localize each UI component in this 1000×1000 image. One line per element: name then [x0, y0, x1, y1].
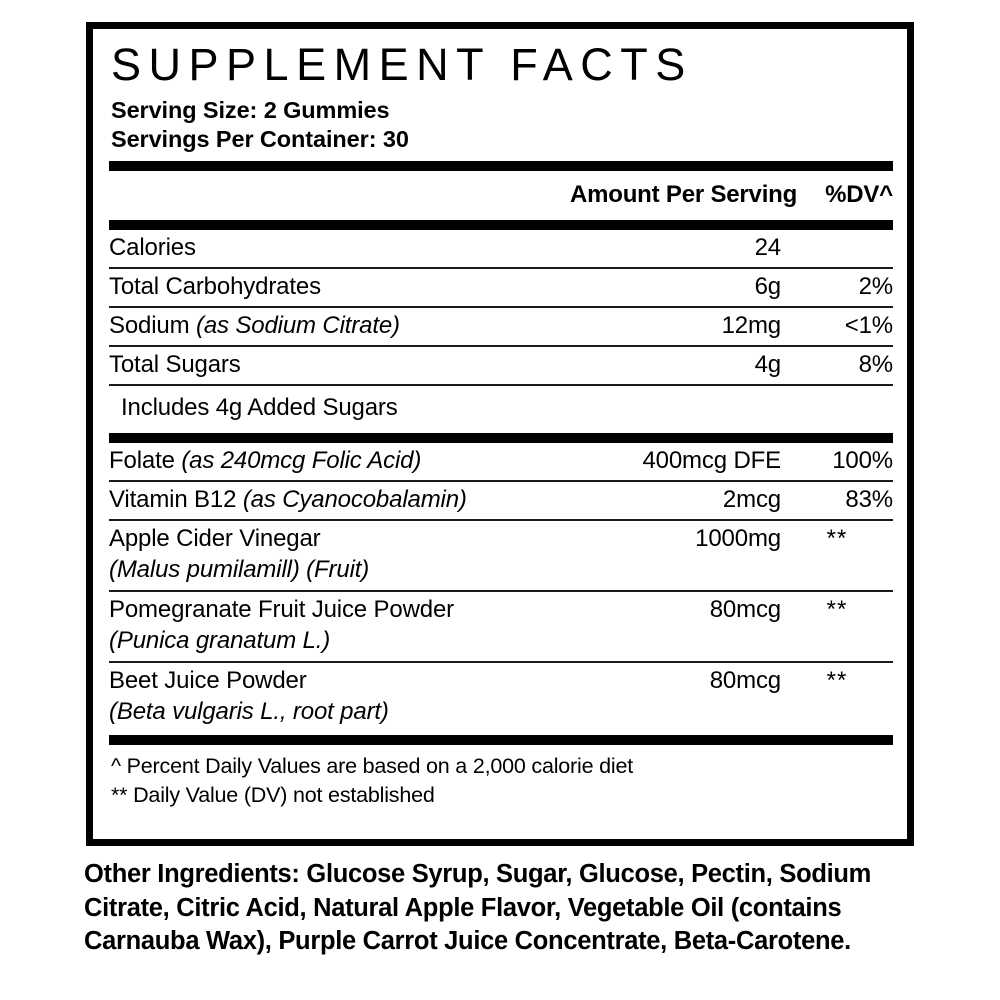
- divider-thin: [109, 345, 893, 348]
- ingredient-botanical-name: (Beta vulgaris L., root part): [109, 698, 389, 726]
- table-row-pomegranate-fruit-juice-powder: Pomegranate Fruit Juice Powder 80mcg **: [109, 592, 893, 629]
- ingredient-dv: 83%: [845, 486, 893, 514]
- ingredient-name: Pomegranate Fruit Juice Powder: [109, 596, 455, 624]
- divider-thick-vitamins: [109, 433, 893, 444]
- table-row-total-sugars: Total Sugars 4g 8%: [109, 347, 893, 384]
- ingredient-name-source: (as 240mcg Folic Acid): [181, 447, 422, 475]
- ingredient-dv: 100%: [832, 447, 893, 475]
- ingredient-dv: **: [826, 596, 848, 624]
- table-row-calories: Calories 24: [109, 230, 893, 267]
- nutrient-amount: 24: [754, 234, 782, 262]
- nutrient-amount: 6g: [754, 273, 782, 301]
- table-row-beet-botanical: (Beta vulgaris L., root part): [109, 700, 893, 732]
- other-ingredients-text: Glucose Syrup, Sugar, Glucose, Pectin, S…: [84, 860, 872, 956]
- page-title: SUPPLEMENT FACTS: [111, 39, 693, 90]
- table-row-sodium: Sodium (as Sodium Citrate) 12mg <1%: [109, 308, 893, 345]
- table-row-folate: Folate (as 240mcg Folic Acid) 400mcg DFE…: [109, 443, 893, 480]
- column-headers-row: Amount Per Serving %DV^: [109, 171, 893, 220]
- nutrient-name: Calories: [109, 234, 196, 262]
- table-row-apple-cider-vinegar: Apple Cider Vinegar 1000mg **: [109, 521, 893, 558]
- ingredient-amount: 2mcg: [722, 486, 781, 514]
- footnotes-block: ^ Percent Daily Values are based on a 2,…: [109, 745, 893, 810]
- table-row-added-sugars: Includes 4g Added Sugars: [121, 394, 398, 422]
- ingredient-amount: 80mcg: [709, 667, 781, 695]
- header-amount-per-serving: Amount Per Serving: [569, 181, 798, 209]
- nutrient-name: Sodium (as Sodium Citrate): [109, 314, 487, 338]
- nutrient-name-main: Sodium: [109, 312, 196, 340]
- nutrient-amount: 12mg: [721, 312, 782, 340]
- nutrient-amount: 4g: [754, 351, 782, 379]
- divider-thin: [109, 306, 893, 309]
- table-row-pomegranate-botanical: (Punica granatum L.): [109, 629, 893, 661]
- ingredient-botanical-name: (Punica granatum L.): [109, 627, 331, 655]
- divider-thin: [109, 480, 893, 483]
- ingredient-name: Apple Cider Vinegar: [109, 525, 321, 553]
- ingredient-name: Vitamin B12 (as Cyanocobalamin): [109, 488, 487, 512]
- footnote-dv-not-established: ** Daily Value (DV) not established: [111, 782, 435, 807]
- nutrient-dv: 2%: [858, 273, 894, 301]
- nutrient-dv: <1%: [844, 312, 893, 340]
- table-row-total-carbohydrates: Total Carbohydrates 6g 2%: [109, 269, 893, 306]
- nutrient-name: Total Sugars: [109, 351, 241, 379]
- ingredient-amount: 1000mg: [695, 525, 781, 553]
- table-row-apple-cider-vinegar-botanical: (Malus pumilamill) (Fruit): [109, 558, 893, 590]
- other-ingredients-label: Other Ingredients:: [84, 860, 300, 888]
- table-row-beet-juice-powder: Beet Juice Powder 80mcg **: [109, 663, 893, 700]
- supplement-facts-panel: SUPPLEMENT FACTS Serving Size: 2 Gummies…: [86, 22, 914, 846]
- divider-thick-footnotes: [109, 735, 893, 746]
- divider-thick-headers: [109, 220, 893, 231]
- nutrient-dv: 8%: [858, 351, 894, 379]
- nutrient-name: Total Carbohydrates: [109, 273, 321, 301]
- ingredient-name: Folate (as 240mcg Folic Acid): [109, 449, 487, 473]
- footnote-percent-daily-value: ^ Percent Daily Values are based on a 2,…: [111, 754, 633, 779]
- divider-thin: [109, 590, 893, 593]
- ingredient-dv: **: [826, 667, 848, 695]
- ingredient-name-source: (as Cyanocobalamin): [242, 486, 467, 514]
- servings-per-container-text: Servings Per Container: 30: [111, 126, 409, 153]
- divider-thin: [109, 519, 893, 522]
- divider-thin: [109, 661, 893, 664]
- ingredient-name-main: Vitamin B12: [109, 486, 243, 514]
- ingredient-name: Beet Juice Powder: [109, 667, 307, 695]
- divider-thin: [109, 267, 893, 270]
- ingredient-amount: 80mcg: [709, 596, 781, 624]
- other-ingredients-block: Other Ingredients: Glucose Syrup, Sugar,…: [84, 858, 944, 959]
- nutrient-name-source: (as Sodium Citrate): [196, 312, 400, 340]
- ingredient-dv: **: [826, 525, 848, 553]
- divider-thin: [109, 384, 893, 387]
- serving-size-text: Serving Size: 2 Gummies: [111, 97, 390, 124]
- header-percent-dv: %DV^: [825, 181, 893, 209]
- table-row-vitamin-b12: Vitamin B12 (as Cyanocobalamin) 2mcg 83%: [109, 482, 893, 519]
- ingredient-botanical-name: (Malus pumilamill) (Fruit): [109, 556, 370, 584]
- divider-thick-top: [109, 161, 893, 172]
- ingredient-name-main: Folate: [109, 447, 182, 475]
- ingredient-amount: 400mcg DFE: [642, 447, 781, 475]
